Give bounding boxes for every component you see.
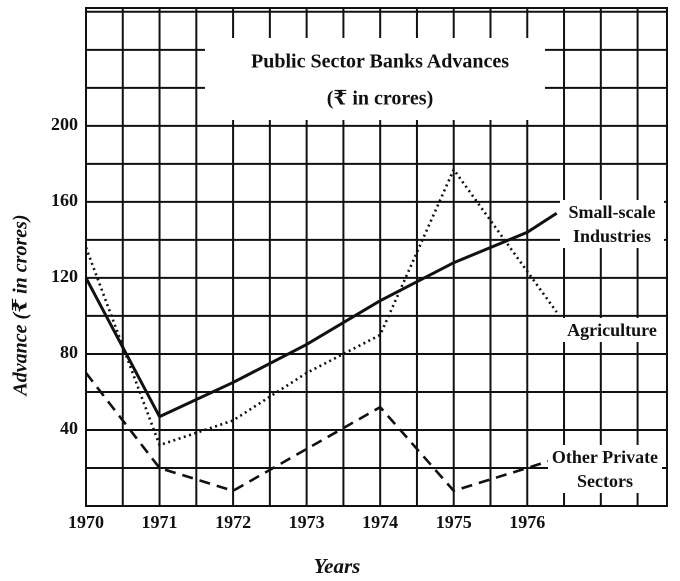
y-tick-label: 200 bbox=[51, 114, 78, 134]
series-line bbox=[84, 372, 558, 493]
series-label: Agriculture bbox=[560, 318, 664, 342]
y-tick-label: 160 bbox=[51, 190, 78, 210]
y-tick-label: 120 bbox=[51, 266, 78, 286]
x-tick-label: 1972 bbox=[215, 512, 251, 532]
y-axis-label: Advance (₹ in crores) bbox=[10, 214, 32, 397]
x-tick-label: 1971 bbox=[142, 512, 178, 532]
series-lines bbox=[84, 166, 558, 493]
chart-title: Public Sector Banks Advances bbox=[251, 51, 509, 73]
x-tick-label: 1970 bbox=[68, 512, 104, 532]
series-label: Other Private Sectors bbox=[548, 445, 662, 493]
x-tick-label: 1973 bbox=[289, 512, 325, 532]
x-axis-label: Years bbox=[314, 554, 361, 578]
x-tick-label: 1976 bbox=[509, 512, 545, 532]
series-line bbox=[84, 166, 558, 447]
title-box bbox=[205, 38, 545, 120]
series-label: Small-scale Industries bbox=[560, 200, 664, 248]
x-tick-label: 1974 bbox=[362, 512, 398, 532]
x-tick-label: 1975 bbox=[436, 512, 472, 532]
series-line bbox=[84, 212, 558, 419]
y-tick-label: 40 bbox=[60, 418, 78, 438]
chart-subtitle: (₹ in crores) bbox=[327, 88, 433, 110]
y-tick-label: 80 bbox=[60, 342, 78, 362]
